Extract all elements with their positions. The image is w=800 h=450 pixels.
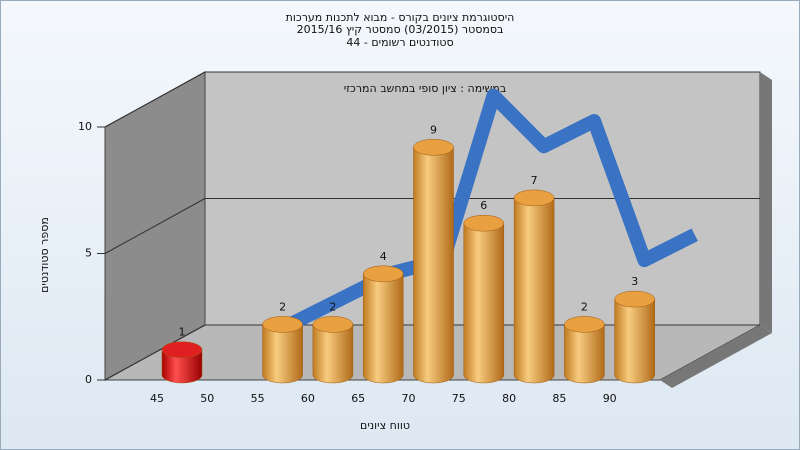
bar [614,298,655,384]
bar-top [362,265,404,283]
y-tick-label: 10 [78,120,92,133]
bar-top [463,214,505,232]
x-tick-label: 50 [200,392,214,405]
bar [312,324,354,384]
bar [362,273,404,384]
x-axis-label: טווח ציונים [360,419,410,432]
grid-line [104,71,206,128]
grid-line [104,324,206,381]
data-label: 6 [480,199,487,212]
back-wall-edge [760,72,772,333]
data-label: 7 [531,174,538,187]
x-tick-label: 60 [301,392,315,405]
x-tick-label: 65 [351,392,365,405]
data-label: 2 [581,300,588,313]
bar [161,349,203,384]
subtitle: במשימה : ציון סופי במחשב המרכזי [344,82,507,95]
floor-edge [660,325,772,388]
bar [463,222,505,384]
bar-top [564,316,605,333]
y-tick-label: 5 [85,247,92,260]
grid-line [104,198,206,254]
x-tick-label: 90 [603,392,617,405]
data-label: 2 [329,300,336,313]
x-tick-label: 45 [150,392,164,405]
x-tick-label: 75 [452,392,466,405]
title-line: סטודנטים רשומים - 44 [346,36,453,49]
bar [262,324,303,384]
title-line: בסמסטר (03/2015) סמסטר קיץ 2015/16 [297,23,504,36]
bar-top [262,316,303,333]
bar-top [312,316,354,333]
curve-ribbon [289,88,698,330]
bar [513,197,555,384]
y-axis-label: מספר סטודנטים [38,217,51,293]
bar [564,324,605,384]
bar-top [413,139,454,156]
bar-top [614,290,655,308]
bar-top [513,189,555,207]
x-tick-label: 55 [251,392,265,405]
data-label: 1 [179,326,186,339]
x-tick-label: 80 [502,392,516,405]
bar [413,147,454,384]
data-label: 2 [279,300,286,313]
title-line: היסטוגרמת ציונים בקורס - מבוא לתכנות מער… [286,11,515,24]
data-label: 4 [380,250,387,263]
data-label: 3 [631,275,638,288]
x-tick-label: 70 [402,392,416,405]
y-tick-label: 0 [85,373,92,386]
bar-top [161,341,203,358]
x-tick-label: 85 [552,392,566,405]
data-label: 9 [430,123,437,136]
